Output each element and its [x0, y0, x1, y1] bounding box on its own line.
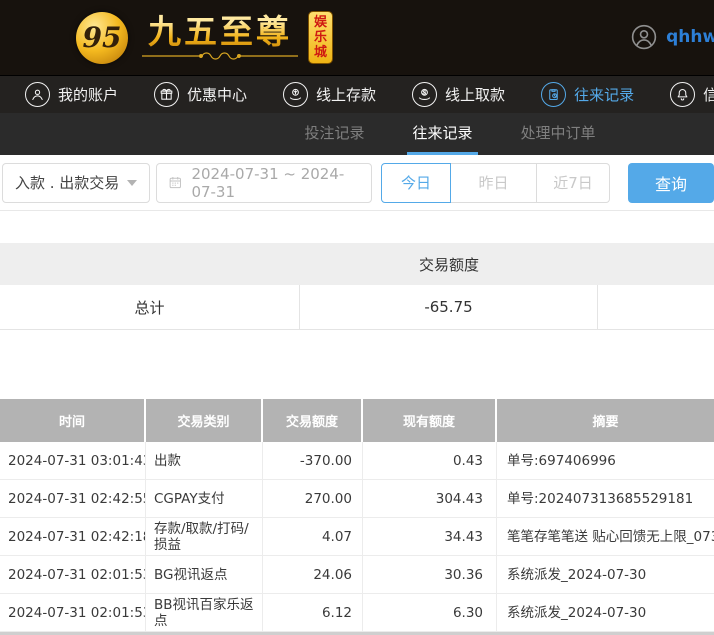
- site-logo[interactable]: 95 九五至尊 娱乐城: [76, 11, 333, 64]
- cell-time: 2024-07-31 03:01:43: [0, 442, 146, 479]
- cell-balance: 0.43: [363, 442, 497, 479]
- nav-item-deposit[interactable]: 线上存款: [283, 82, 376, 107]
- gift-icon: [154, 82, 180, 107]
- nav-label: 线上取款: [445, 86, 506, 104]
- cell-balance: 304.43: [363, 480, 497, 517]
- flourish-icon: [142, 52, 298, 60]
- table-row: 2024-07-31 02:01:53 BG视讯返点 24.06 30.36 系…: [0, 556, 714, 594]
- filter-bar: 入款 . 出款交易 2024-07-31 ~ 2024-07-31 今日 昨日 …: [0, 155, 714, 211]
- transaction-type-value: 入款 . 出款交易: [15, 174, 120, 192]
- summary-total-value: -65.75: [300, 285, 598, 329]
- cell-amount: 24.06: [263, 556, 363, 593]
- nav-label: 信息: [703, 86, 714, 104]
- main-nav: 我的账户 优惠中心 线上存款 线上取款 往来记录 信息: [0, 75, 714, 113]
- date-range-value: 2024-07-31 ~ 2024-07-31: [191, 164, 345, 201]
- table-row: 2024-07-31 02:01:53 BB视讯百家乐返点 6.12 6.30 …: [0, 594, 714, 632]
- table-header-row: 时间 交易类别 交易额度 现有额度 摘要: [0, 399, 714, 442]
- col-header-balance: 现有额度: [363, 399, 497, 442]
- top-header: 95 九五至尊 娱乐城 qhhw2: [0, 0, 714, 75]
- user-account[interactable]: qhhw2: [631, 24, 714, 50]
- nav-item-messages[interactable]: 信息: [670, 82, 714, 107]
- logo-title: 九五至尊: [148, 12, 292, 51]
- nav-label: 我的账户: [58, 86, 119, 104]
- user-avatar-icon: [631, 24, 657, 50]
- cell-memo: 系统派发_2024-07-30: [507, 566, 647, 583]
- calendar-icon: [169, 177, 181, 189]
- record-subtabs: 投注记录 往来记录 处理中订单: [0, 113, 714, 155]
- date-range-input[interactable]: 2024-07-31 ~ 2024-07-31: [155, 162, 372, 203]
- nav-label: 优惠中心: [187, 86, 248, 104]
- chevron-down-icon: [126, 179, 137, 186]
- table-row: 2024-07-31 02:42:18 存款/取款/打码/损益 4.07 34.…: [0, 518, 714, 556]
- today-button[interactable]: 今日: [381, 162, 451, 203]
- transaction-type-select[interactable]: 入款 . 出款交易: [2, 162, 150, 203]
- nav-item-transaction-records[interactable]: 往来记录: [541, 82, 634, 107]
- cell-time: 2024-07-31 02:42:18: [0, 518, 146, 555]
- cell-time: 2024-07-31 02:01:53: [0, 594, 146, 631]
- cell-amount: 270.00: [263, 480, 363, 517]
- cell-amount: 4.07: [263, 518, 363, 555]
- col-header-amount: 交易额度: [263, 399, 363, 442]
- cell-time: 2024-07-31 02:42:55: [0, 480, 146, 517]
- cell-amount: 6.12: [263, 594, 363, 631]
- cell-amount: -370.00: [263, 442, 363, 479]
- cell-type: 存款/取款/打码/损益: [146, 518, 263, 555]
- table-row: 2024-07-31 03:01:43 出款 -370.00 0.43 单号:6…: [0, 442, 714, 480]
- cell-type: CGPAY支付: [146, 480, 263, 517]
- cell-balance: 30.36: [363, 556, 497, 593]
- cell-type: BB视讯百家乐返点: [146, 594, 263, 631]
- tab-betting-records[interactable]: 投注记录: [304, 124, 365, 142]
- spacer: [0, 211, 714, 243]
- cell-memo: 单号:202407313685529181: [507, 490, 694, 507]
- cell-balance: 34.43: [363, 518, 497, 555]
- cell-memo: 单号:697406996: [507, 452, 616, 469]
- nav-label: 线上存款: [316, 86, 377, 104]
- logo-badge: 娱乐城: [308, 11, 333, 64]
- summary-total-row: 总计 -65.75: [0, 285, 714, 330]
- tab-transaction-records[interactable]: 往来记录: [407, 113, 478, 155]
- records-icon: [541, 82, 567, 107]
- cell-type: 出款: [146, 442, 263, 479]
- deposit-icon: [283, 82, 309, 107]
- table-row: 2024-07-31 02:42:55 CGPAY支付 270.00 304.4…: [0, 480, 714, 518]
- summary-total-label: 总计: [0, 285, 300, 329]
- user-icon: [25, 82, 50, 107]
- withdraw-icon: [412, 82, 438, 107]
- cell-memo: 系统派发_2024-07-30: [507, 604, 647, 621]
- summary-header-label: 交易额度: [418, 255, 479, 274]
- cell-time: 2024-07-31 02:01:53: [0, 556, 146, 593]
- last-7-days-button[interactable]: 近7日: [537, 162, 610, 203]
- summary-header-row: 交易额度: [0, 243, 714, 285]
- cell-balance: 6.30: [363, 594, 497, 631]
- bell-icon: [670, 82, 696, 107]
- tab-pending-orders[interactable]: 处理中订单: [520, 124, 596, 142]
- col-header-memo: 摘要: [592, 415, 619, 430]
- cell-type: BG视讯返点: [146, 556, 263, 593]
- yesterday-button[interactable]: 昨日: [451, 162, 537, 203]
- col-header-time: 时间: [0, 399, 146, 442]
- quick-date-group: 今日 昨日 近7日: [381, 162, 610, 203]
- nav-item-promotions[interactable]: 优惠中心: [154, 82, 247, 107]
- nav-item-withdraw[interactable]: 线上取款: [412, 82, 505, 107]
- username[interactable]: qhhw2: [666, 27, 714, 47]
- logo-monogram-icon: 95: [76, 11, 128, 64]
- spacer: [0, 330, 714, 399]
- next-section-edge: [0, 632, 714, 635]
- nav-label: 往来记录: [574, 86, 635, 104]
- summary-empty-cell: [598, 285, 714, 329]
- nav-item-my-account[interactable]: 我的账户: [25, 82, 118, 107]
- col-header-type: 交易类别: [146, 399, 263, 442]
- search-button[interactable]: 查询: [628, 162, 714, 203]
- cell-memo: 笔笔存笔笔送 贴心回馈无上限_0730: [507, 528, 714, 545]
